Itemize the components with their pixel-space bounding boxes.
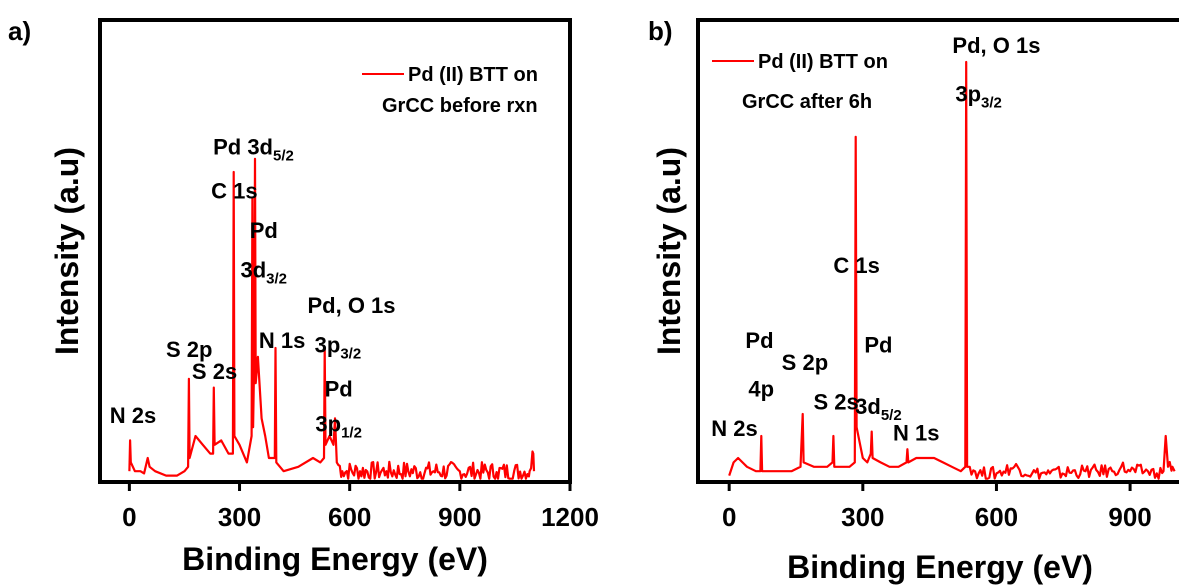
panel-a-x-ticks: 0 300 600 900 1200 <box>122 482 599 532</box>
panel-a-peak-label: S 2s <box>192 359 237 384</box>
panel-b-x-tick-label: 300 <box>841 502 884 532</box>
panel-b-peak-label: Pd <box>745 328 773 353</box>
panel-a-spectrum-line <box>128 157 536 480</box>
panel-a-peak-label: C 1s <box>211 178 257 203</box>
panel-b-peak-label: S 2p <box>782 350 828 375</box>
panel-b-x-ticks: 0 300 600 900 <box>722 482 1152 532</box>
panel-b-label: b) <box>648 16 673 46</box>
panel-b-peak-label: N 1s <box>893 420 939 445</box>
panel-b-x-tick-label: 0 <box>722 502 736 532</box>
panel-a-x-axis-title: Binding Energy (eV) <box>182 541 488 577</box>
panel-a-peak-label: 3d3/2 <box>240 258 287 288</box>
panel-a-legend-line1: Pd (II) BTT on <box>408 64 538 86</box>
panel-a-x-tick-label: 900 <box>438 502 481 532</box>
panel-a-peak-label: N 1s <box>259 328 305 353</box>
panel-b-peak-label: Pd <box>864 332 892 357</box>
panel-b-frame <box>696 18 1179 484</box>
panel-a-peak-label: N 2s <box>110 403 156 428</box>
panel-a-peak-label: Pd, O 1s <box>308 293 396 318</box>
panel-a-peak-label: 3p1/2 <box>315 412 362 442</box>
panel-b-legend-line2: GrCC after 6h <box>742 91 872 113</box>
panel-b-spectrum-line <box>728 60 1176 480</box>
panel-b-peak-label: Pd, O 1s <box>952 33 1040 58</box>
panel-a-peak-label: S 2p <box>166 337 212 362</box>
panel-b-x-axis-title: Binding Energy (eV) <box>787 549 1093 585</box>
panel-b-y-axis-title: Intensity (a.u) <box>651 147 687 355</box>
panel-a-frame <box>98 18 572 484</box>
panel-a-peak-label: Pd <box>250 218 278 243</box>
panel-a-legend-line2: GrCC before rxn <box>382 95 538 117</box>
panel-b-peak-label: C 1s <box>833 253 879 278</box>
panel-b-legend-line1: Pd (II) BTT on <box>758 51 888 73</box>
panel-a-x-tick-label: 600 <box>328 502 371 532</box>
panel-a-x-tick-label: 300 <box>218 502 261 532</box>
panel-a-x-tick-label: 0 <box>122 502 136 532</box>
panel-a-x-tick-label: 1200 <box>541 502 599 532</box>
panel-a-label: a) <box>8 16 31 46</box>
panel-a-peak-label: 3p3/2 <box>315 332 362 362</box>
panel-b-peak-label: 3p3/2 <box>955 82 1002 112</box>
panel-a-legend: Pd (II) BTT on GrCC before rxn <box>362 64 538 117</box>
panel-a-peak-label: Pd 3d5/2 <box>213 134 294 164</box>
panel-a-y-axis-title: Intensity (a.u) <box>49 147 85 355</box>
panel-b-peak-label: 4p <box>748 376 774 401</box>
panel-b-x-tick-label: 600 <box>975 502 1018 532</box>
panel-b-peak-label: N 2s <box>711 416 757 441</box>
panel-b-legend: Pd (II) BTT on GrCC after 6h <box>712 51 888 113</box>
panel-a-peak-label: Pd <box>325 376 353 401</box>
panel-b-peak-label: S 2s <box>813 390 858 415</box>
panel-b-x-tick-label: 900 <box>1108 502 1151 532</box>
